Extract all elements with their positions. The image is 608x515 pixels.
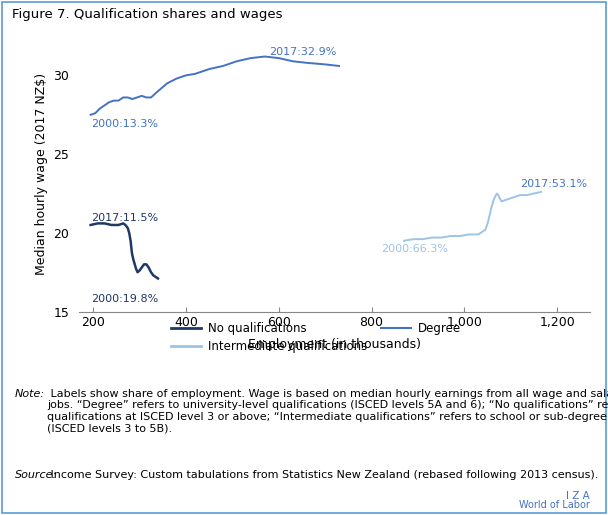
Text: World of Labor: World of Labor — [519, 500, 590, 510]
Text: Labels show share of employment. Wage is based on median hourly earnings from al: Labels show share of employment. Wage is… — [47, 389, 608, 434]
Text: Income Survey: Custom tabulations from Statistics New Zealand (rebased following: Income Survey: Custom tabulations from S… — [47, 470, 598, 479]
Text: 2017:11.5%: 2017:11.5% — [92, 213, 159, 224]
Text: 2017:32.9%: 2017:32.9% — [269, 47, 337, 57]
Text: 2000:19.8%: 2000:19.8% — [92, 294, 159, 304]
Text: I Z A: I Z A — [566, 491, 590, 501]
Legend: No qualifications, Intermediate qualifications, Degree: No qualifications, Intermediate qualific… — [167, 317, 466, 357]
Text: 2000:13.3%: 2000:13.3% — [92, 119, 159, 129]
Y-axis label: Median hourly wage (2017 NZ$): Median hourly wage (2017 NZ$) — [35, 73, 48, 275]
Text: 2000:66.3%: 2000:66.3% — [381, 244, 448, 254]
Text: Note:: Note: — [15, 389, 46, 399]
Text: Figure 7. Qualification shares and wages: Figure 7. Qualification shares and wages — [12, 8, 283, 21]
X-axis label: Employment (in thousands): Employment (in thousands) — [248, 338, 421, 351]
Text: 2017:53.1%: 2017:53.1% — [520, 179, 587, 189]
Text: Source:: Source: — [15, 470, 57, 479]
